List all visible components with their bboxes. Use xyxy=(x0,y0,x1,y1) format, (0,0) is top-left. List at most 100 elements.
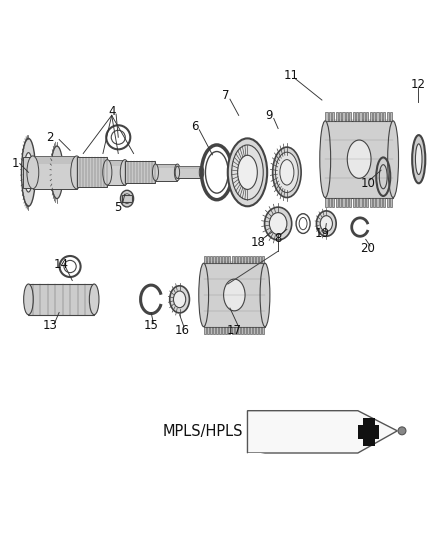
Bar xyxy=(244,327,246,334)
Ellipse shape xyxy=(51,146,63,199)
Bar xyxy=(346,112,348,121)
Bar xyxy=(383,198,385,207)
Bar xyxy=(226,256,227,263)
Bar xyxy=(387,198,389,207)
Text: 1: 1 xyxy=(11,157,19,170)
Bar xyxy=(238,327,240,334)
Bar xyxy=(373,198,375,207)
Bar xyxy=(360,198,362,207)
Ellipse shape xyxy=(120,159,129,185)
Bar xyxy=(33,156,77,189)
Text: 20: 20 xyxy=(360,243,375,255)
Ellipse shape xyxy=(276,152,298,192)
Ellipse shape xyxy=(415,144,422,174)
Bar xyxy=(204,263,265,327)
Bar xyxy=(207,256,209,263)
Text: 2: 2 xyxy=(46,131,54,144)
Bar xyxy=(329,112,331,121)
Bar xyxy=(358,425,379,439)
Bar xyxy=(336,198,338,207)
Bar xyxy=(77,157,107,187)
Bar xyxy=(349,112,351,121)
Bar xyxy=(229,327,230,334)
Bar xyxy=(241,256,243,263)
Bar xyxy=(223,256,224,263)
Text: 8: 8 xyxy=(275,231,282,245)
Ellipse shape xyxy=(232,145,263,200)
Ellipse shape xyxy=(316,211,336,236)
Bar xyxy=(373,112,375,121)
Ellipse shape xyxy=(199,263,208,327)
Ellipse shape xyxy=(53,157,61,188)
Bar xyxy=(376,198,378,207)
Polygon shape xyxy=(247,411,397,453)
Bar xyxy=(232,327,233,334)
Bar xyxy=(247,256,249,263)
Text: 4: 4 xyxy=(108,104,116,117)
Bar xyxy=(244,256,246,263)
Bar xyxy=(253,327,255,334)
Ellipse shape xyxy=(388,121,399,198)
Ellipse shape xyxy=(32,157,40,188)
Bar xyxy=(380,112,382,121)
Bar xyxy=(363,418,375,446)
Bar xyxy=(216,256,218,263)
Bar xyxy=(325,121,393,198)
Ellipse shape xyxy=(347,140,371,179)
Bar xyxy=(204,327,206,334)
Bar xyxy=(213,327,215,334)
Bar xyxy=(107,159,125,166)
Bar xyxy=(363,198,365,207)
Bar xyxy=(155,164,177,181)
Bar xyxy=(250,256,252,263)
Bar xyxy=(390,198,392,207)
Ellipse shape xyxy=(120,190,134,207)
Bar xyxy=(155,164,177,168)
Bar xyxy=(390,112,392,121)
Ellipse shape xyxy=(228,139,267,206)
Ellipse shape xyxy=(174,164,180,181)
Bar xyxy=(349,198,351,207)
Text: 19: 19 xyxy=(314,227,329,240)
Ellipse shape xyxy=(103,159,112,185)
Bar xyxy=(28,284,94,314)
Bar xyxy=(204,256,206,263)
Ellipse shape xyxy=(21,139,35,206)
Text: 17: 17 xyxy=(227,324,242,336)
Ellipse shape xyxy=(71,156,82,189)
Bar xyxy=(219,256,221,263)
Text: 7: 7 xyxy=(222,89,230,102)
Ellipse shape xyxy=(320,121,331,198)
Text: 14: 14 xyxy=(54,258,69,271)
Text: 18: 18 xyxy=(251,236,266,249)
Bar xyxy=(226,327,227,334)
Bar xyxy=(107,159,125,185)
Bar xyxy=(33,156,77,164)
Bar xyxy=(213,256,215,263)
Ellipse shape xyxy=(89,284,99,314)
Bar xyxy=(356,198,358,207)
Bar xyxy=(219,327,221,334)
Bar xyxy=(259,327,261,334)
Bar xyxy=(383,112,385,121)
Bar xyxy=(325,198,328,207)
Text: 9: 9 xyxy=(265,109,273,122)
Bar xyxy=(363,112,365,121)
Ellipse shape xyxy=(260,263,270,327)
Bar xyxy=(229,256,230,263)
Bar xyxy=(177,166,201,169)
Bar xyxy=(207,327,209,334)
Bar xyxy=(366,112,368,121)
Bar xyxy=(262,256,264,263)
Bar xyxy=(332,198,335,207)
Bar xyxy=(259,256,261,263)
Bar xyxy=(366,198,368,207)
Bar xyxy=(210,327,212,334)
Bar xyxy=(247,327,249,334)
Bar xyxy=(122,195,132,202)
Bar xyxy=(241,327,243,334)
Polygon shape xyxy=(247,453,265,457)
Bar xyxy=(343,198,345,207)
Bar xyxy=(346,198,348,207)
Bar xyxy=(336,112,338,121)
